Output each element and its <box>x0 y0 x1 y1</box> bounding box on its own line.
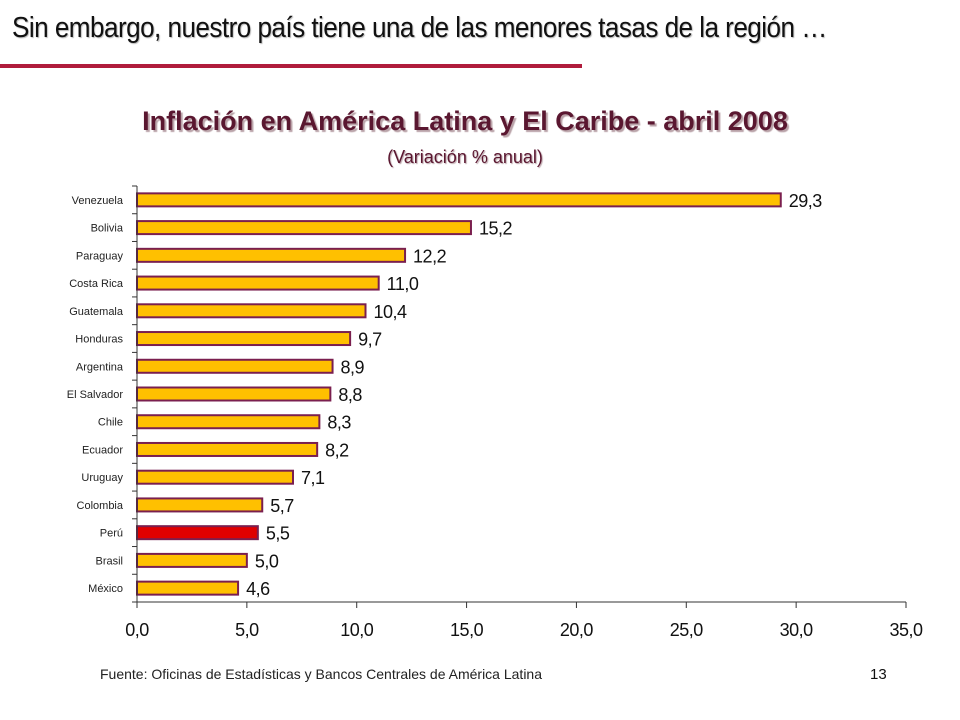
slide-title: Sin embargo, nuestro país tiene una de l… <box>12 12 827 44</box>
bar-brasil <box>136 552 248 568</box>
value-label-venezuela: 29,3 <box>789 191 823 211</box>
x-tick-label: 15,0 <box>450 620 484 640</box>
bar-argentina <box>136 358 334 374</box>
bar-chile <box>136 414 321 430</box>
category-label-paraguay: Paraguay <box>76 250 124 262</box>
bar-paraguay <box>136 247 407 263</box>
bar-mexico <box>136 580 240 596</box>
x-tick-label: 10,0 <box>340 620 374 640</box>
value-label-chile: 8,3 <box>327 413 351 433</box>
bar-costa-rica <box>136 275 380 291</box>
x-tick-label: 25,0 <box>670 620 704 640</box>
bars-layer <box>136 192 782 596</box>
category-label-mexico: México <box>88 583 123 595</box>
category-label-el-salvador: El Salvador <box>67 389 124 401</box>
value-label-uruguay: 7,1 <box>301 468 325 488</box>
category-label-bolivia: Bolivia <box>91 223 124 235</box>
value-label-el-salvador: 8,8 <box>338 385 362 405</box>
category-label-peru: Perú <box>100 528 123 540</box>
source-note: Fuente: Oficinas de Estadísticas y Banco… <box>100 666 543 682</box>
value-label-bolivia: 15,2 <box>479 219 513 239</box>
category-label-guatemala: Guatemala <box>69 306 124 318</box>
bar-bolivia <box>136 220 472 236</box>
value-label-costa-rica: 11,0 <box>387 274 419 294</box>
category-label-argentina: Argentina <box>76 361 124 373</box>
value-label-ecuador: 8,2 <box>325 440 349 460</box>
value-label-brasil: 5,0 <box>255 551 279 571</box>
category-label-brasil: Brasil <box>95 555 123 567</box>
bar-ecuador <box>136 441 319 457</box>
x-tick-label: 30,0 <box>780 620 814 640</box>
axes-layer <box>132 185 907 608</box>
value-label-peru: 5,5 <box>266 524 290 544</box>
bar-el-salvador <box>136 386 332 402</box>
labels-layer: Venezuela 29,3 Bolivia 15,2 Paraguay 12,2 Cost… <box>67 191 924 640</box>
x-tick-label: 35,0 <box>889 620 923 640</box>
category-label-uruguay: Uruguay <box>81 472 123 484</box>
x-tick-label: 0,0 <box>125 620 149 640</box>
bar-peru <box>136 525 259 541</box>
category-label-honduras: Honduras <box>75 334 123 346</box>
category-label-venezuela: Venezuela <box>72 195 124 207</box>
bar-colombia <box>136 497 264 513</box>
category-label-chile: Chile <box>98 417 123 429</box>
x-tick-label: 5,0 <box>235 620 259 640</box>
bar-venezuela <box>136 192 782 208</box>
bar-uruguay <box>136 469 294 485</box>
category-label-costa-rica: Costa Rica <box>69 278 124 290</box>
value-label-paraguay: 12,2 <box>413 246 447 266</box>
chart-title: Inflación en América Latina y El Caribe … <box>142 106 788 136</box>
value-label-colombia: 5,7 <box>270 496 294 516</box>
value-label-mexico: 4,6 <box>246 579 270 599</box>
value-label-guatemala: 10,4 <box>374 302 408 322</box>
category-label-colombia: Colombia <box>77 500 124 512</box>
chart-subtitle: (Variación % anual) <box>387 147 543 167</box>
category-label-ecuador: Ecuador <box>82 444 123 456</box>
bar-guatemala <box>136 303 367 319</box>
x-tick-label: 20,0 <box>560 620 594 640</box>
page-number: 13 <box>870 666 887 683</box>
title-underline <box>0 64 582 68</box>
value-label-honduras: 9,7 <box>358 330 382 350</box>
value-label-argentina: 8,9 <box>341 357 365 377</box>
bar-honduras <box>136 331 352 347</box>
